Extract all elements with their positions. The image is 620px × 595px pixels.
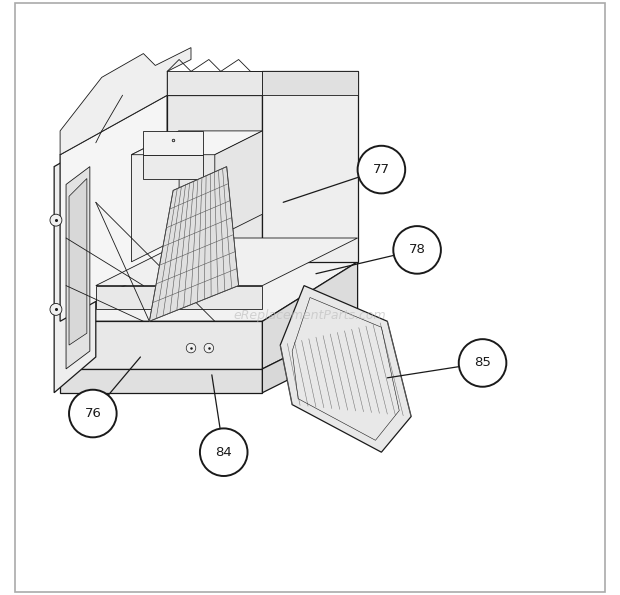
Polygon shape [96,238,358,286]
Polygon shape [167,71,262,95]
Text: 85: 85 [474,356,491,369]
Polygon shape [66,167,90,369]
Polygon shape [262,71,358,95]
Polygon shape [69,178,87,345]
Polygon shape [60,95,167,321]
Polygon shape [60,262,358,321]
Polygon shape [60,321,262,369]
Polygon shape [60,369,262,393]
Polygon shape [143,131,203,155]
Polygon shape [96,286,262,309]
Circle shape [50,303,62,315]
Circle shape [393,226,441,274]
Circle shape [69,390,117,437]
Circle shape [459,339,507,387]
Polygon shape [54,143,96,393]
Polygon shape [143,155,203,178]
Polygon shape [131,131,262,155]
Circle shape [200,428,247,476]
Circle shape [358,146,405,193]
Circle shape [50,214,62,226]
Polygon shape [215,131,262,238]
Text: 76: 76 [84,407,101,420]
Polygon shape [262,321,358,393]
Text: 77: 77 [373,163,390,176]
Text: eReplacementParts.com: eReplacementParts.com [234,309,386,322]
Text: 84: 84 [215,446,232,459]
Polygon shape [280,286,411,452]
Circle shape [204,343,214,353]
Polygon shape [131,131,179,262]
Polygon shape [60,48,191,155]
Polygon shape [262,71,358,262]
Polygon shape [167,95,262,262]
Text: 78: 78 [409,243,425,256]
Polygon shape [149,167,239,321]
Polygon shape [262,262,358,369]
Circle shape [186,343,196,353]
